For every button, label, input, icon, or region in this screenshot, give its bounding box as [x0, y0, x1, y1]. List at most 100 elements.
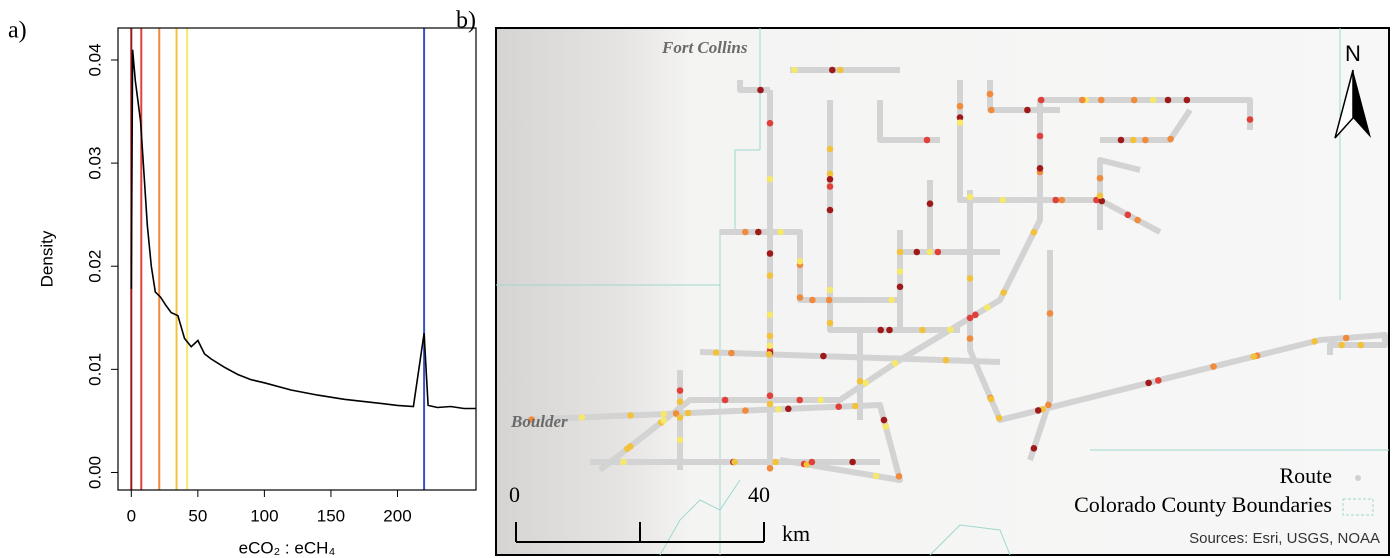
- plot-frame: [118, 28, 476, 490]
- detection-dot: [1210, 363, 1217, 370]
- detection-dot: [896, 473, 903, 480]
- detection-dot: [742, 229, 749, 236]
- detection-dot: [924, 137, 931, 144]
- legend-label: Route: [1279, 463, 1332, 488]
- detection-dot: [967, 335, 974, 342]
- y-tick-label: 0.01: [85, 353, 104, 386]
- y-tick-label: 0.00: [85, 456, 104, 489]
- detection-dot: [1145, 380, 1152, 387]
- detection-dot: [897, 268, 904, 275]
- detection-dot: [1134, 217, 1141, 224]
- detection-dot: [988, 107, 995, 114]
- detection-dot: [1059, 197, 1066, 204]
- detection-dot: [797, 258, 804, 265]
- detection-dot: [767, 120, 774, 127]
- panel-label: b): [456, 8, 476, 34]
- detection-dot: [767, 465, 774, 472]
- detection-dot: [1045, 402, 1052, 409]
- detection-dot: [1037, 133, 1044, 140]
- detection-dot: [897, 249, 904, 256]
- detection-dot: [827, 207, 834, 214]
- scale-label: 40: [748, 482, 770, 507]
- detection-dot: [1035, 407, 1042, 414]
- detection-dot: [849, 459, 856, 466]
- detection-dot: [967, 194, 974, 201]
- detection-dot: [1247, 116, 1254, 123]
- page: a) b) Fort Collins Boulder N 0 40 km Rou…: [0, 0, 1395, 558]
- detection-dot: [1130, 137, 1137, 144]
- scale-label: 0: [509, 482, 520, 507]
- detection-dot: [988, 396, 995, 403]
- y-tick-label: 0.03: [85, 147, 104, 180]
- detection-dot: [835, 403, 842, 410]
- detection-dot: [1125, 212, 1132, 219]
- detection-dot: [886, 327, 893, 334]
- detection-dot: [713, 349, 720, 356]
- detection-dot: [1038, 97, 1045, 104]
- detection-dot: [627, 412, 634, 419]
- detection-dot: [755, 229, 762, 236]
- y-axis-label: Density: [37, 230, 56, 287]
- north-label: N: [1345, 41, 1361, 66]
- place-label: Fort Collins: [661, 38, 748, 57]
- detection-dot: [742, 407, 749, 414]
- detection-dot: [857, 378, 864, 385]
- detection-dot: [967, 315, 974, 322]
- legend-label: Colorado County Boundaries: [1074, 492, 1332, 517]
- detection-dot: [826, 297, 833, 304]
- detection-dot: [722, 397, 729, 404]
- legend-swatch: [1355, 475, 1361, 481]
- detection-dot: [1097, 193, 1104, 200]
- detection-dot: [1079, 97, 1086, 104]
- detection-dot: [827, 320, 834, 327]
- detection-dot: [1167, 136, 1174, 143]
- place-label: Boulder: [510, 412, 568, 431]
- detection-dot: [1000, 289, 1007, 296]
- detection-dot: [1118, 137, 1125, 144]
- detection-dot: [987, 91, 994, 98]
- detection-dot: [914, 249, 921, 256]
- detection-dot: [892, 360, 899, 367]
- detection-dot: [927, 249, 934, 256]
- x-tick-label: 150: [317, 506, 345, 525]
- detection-dot: [579, 414, 586, 421]
- x-tick-label: 100: [250, 506, 278, 525]
- detection-dot: [797, 294, 804, 301]
- detection-dot: [677, 387, 684, 394]
- detection-dot: [919, 327, 926, 334]
- detection-dot: [796, 397, 803, 404]
- detection-dot: [1031, 445, 1038, 452]
- detection-dot: [999, 197, 1006, 204]
- detection-dot: [1047, 310, 1054, 317]
- detection-dot: [1052, 197, 1059, 204]
- detection-dot: [1343, 335, 1350, 342]
- x-tick-label: 50: [188, 506, 207, 525]
- figure: a) b) Fort Collins Boulder N 0 40 km Rou…: [0, 0, 1395, 558]
- detection-dot: [757, 87, 764, 94]
- detection-dot: [767, 401, 774, 408]
- map-frame: [496, 28, 1389, 555]
- map: Fort Collins Boulder N 0 40 km Route Col…: [496, 28, 1389, 555]
- detection-dot: [827, 183, 834, 190]
- detection-dot: [677, 398, 684, 405]
- detection-dot: [767, 176, 774, 183]
- detection-dot: [957, 103, 964, 110]
- detection-dot: [627, 443, 634, 450]
- detection-dot: [827, 287, 834, 294]
- detection-dot: [677, 437, 684, 444]
- detection-dot: [777, 229, 784, 236]
- detection-dot: [767, 250, 774, 257]
- detection-dot: [1311, 338, 1318, 345]
- detection-dot: [772, 459, 779, 466]
- detection-dot: [1031, 229, 1038, 236]
- detection-dot: [677, 414, 684, 421]
- detection-dot: [1150, 97, 1157, 104]
- detection-dot: [1037, 165, 1044, 172]
- x-axis-label: eCO₂ : eCH₄: [239, 538, 336, 557]
- detection-dot: [873, 473, 880, 480]
- detection-dot: [660, 417, 667, 424]
- detection-dot: [927, 200, 934, 207]
- detection-dot: [660, 411, 667, 418]
- detection-dot: [775, 406, 782, 413]
